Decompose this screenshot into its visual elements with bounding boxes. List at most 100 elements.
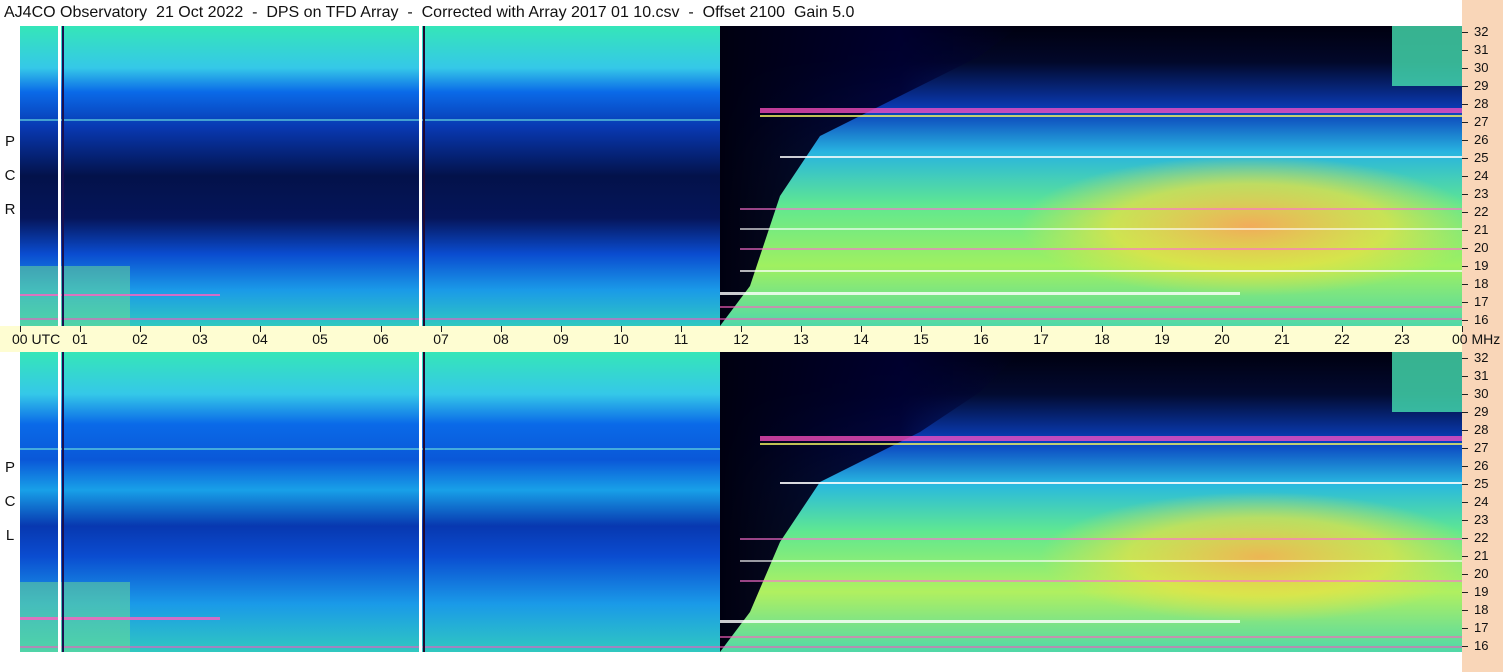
freq-tick-label: 31 <box>1474 42 1489 57</box>
time-tick-label: 17 <box>1033 331 1049 347</box>
time-tick-label: 10 <box>613 331 629 347</box>
time-tick <box>861 326 862 332</box>
pol-letter: L <box>5 527 15 544</box>
time-tick-label: 12 <box>733 331 749 347</box>
time-tick <box>681 326 682 332</box>
freq-tick <box>1462 430 1468 431</box>
time-tick <box>80 326 81 332</box>
pol-letter: R <box>4 201 16 218</box>
time-tick-label: 08 <box>493 331 509 347</box>
freq-tick-label: 30 <box>1474 60 1489 75</box>
freq-tick-label: 17 <box>1474 294 1489 309</box>
time-tick <box>981 326 982 332</box>
freq-tick-label: 24 <box>1474 168 1489 183</box>
freq-tick-label: 26 <box>1474 132 1489 147</box>
freq-tick <box>1462 266 1468 267</box>
freq-tick <box>1462 646 1468 647</box>
time-tick-label: 02 <box>132 331 148 347</box>
time-tick <box>20 326 21 332</box>
rcp-spectrogram <box>20 26 1462 326</box>
freq-tick <box>1462 122 1468 123</box>
bottom-margin <box>0 652 1462 672</box>
chart-title: AJ4CO Observatory 21 Oct 2022 - DPS on T… <box>0 0 1462 26</box>
time-tick-label: 20 <box>1214 331 1230 347</box>
freq-tick <box>1462 628 1468 629</box>
freq-tick <box>1462 610 1468 611</box>
freq-tick <box>1462 302 1468 303</box>
time-tick-label: 00 UTC <box>12 331 61 347</box>
frequency-axis-bottom: 32 31 30 29 28 27 26 25 24 23 22 21 20 19 18 17 16 <box>1462 351 1503 653</box>
time-tick <box>801 326 802 332</box>
pol-letter: P <box>4 133 15 150</box>
pol-letter: P <box>4 459 15 476</box>
pol-letter: C <box>4 167 16 184</box>
time-tick <box>1041 326 1042 332</box>
time-tick <box>381 326 382 332</box>
time-tick-label: 19 <box>1154 331 1170 347</box>
freq-tick <box>1462 520 1468 521</box>
time-tick-label: 22 <box>1334 331 1350 347</box>
lcp-label: P C L <box>0 352 20 652</box>
interference-lines <box>20 108 1462 320</box>
time-tick-label: 00 MHz <box>1452 331 1501 347</box>
freq-tick-label: 25 <box>1474 150 1489 165</box>
freq-tick-label: 22 <box>1474 204 1489 219</box>
freq-tick <box>1462 284 1468 285</box>
freq-tick-label: 23 <box>1474 186 1489 201</box>
time-tick <box>1462 326 1463 332</box>
time-tick <box>561 326 562 332</box>
freq-tick-label: 18 <box>1474 602 1489 617</box>
time-tick <box>1282 326 1283 332</box>
freq-tick-label: 23 <box>1474 512 1489 527</box>
freq-tick-label: 25 <box>1474 476 1489 491</box>
freq-tick <box>1462 376 1468 377</box>
rcp-label: P C R <box>0 26 20 326</box>
freq-tick-label: 31 <box>1474 368 1489 383</box>
time-tick-label: 06 <box>373 331 389 347</box>
freq-tick <box>1462 68 1468 69</box>
time-tick-label: 15 <box>913 331 929 347</box>
freq-tick <box>1462 176 1468 177</box>
time-tick <box>140 326 141 332</box>
freq-tick <box>1462 502 1468 503</box>
freq-tick <box>1462 50 1468 51</box>
freq-tick-label: 20 <box>1474 240 1489 255</box>
freq-tick <box>1462 158 1468 159</box>
freq-tick-label: 19 <box>1474 584 1489 599</box>
time-tick-label: 23 <box>1394 331 1410 347</box>
freq-tick-label: 20 <box>1474 566 1489 581</box>
time-axis: 00 UTC 01 02 03 04 05 06 07 08 09 10 11 12 13 14 15 16 17… <box>0 326 1500 352</box>
time-tick-label: 13 <box>793 331 809 347</box>
freq-tick-label: 30 <box>1474 386 1489 401</box>
time-tick-label: 01 <box>72 331 88 347</box>
freq-tick-label: 16 <box>1474 638 1489 653</box>
freq-tick-label: 22 <box>1474 530 1489 545</box>
freq-tick <box>1462 466 1468 467</box>
time-tick <box>1342 326 1343 332</box>
time-tick <box>1222 326 1223 332</box>
time-tick-label: 11 <box>673 331 689 347</box>
freq-tick-label: 29 <box>1474 78 1489 93</box>
time-tick-label: 14 <box>853 331 869 347</box>
time-tick <box>441 326 442 332</box>
freq-tick-label: 29 <box>1474 404 1489 419</box>
freq-tick <box>1462 556 1468 557</box>
time-tick <box>260 326 261 332</box>
time-tick-label: 09 <box>553 331 569 347</box>
freq-tick <box>1462 358 1468 359</box>
freq-tick <box>1462 212 1468 213</box>
freq-tick-label: 21 <box>1474 548 1489 563</box>
freq-tick-label: 24 <box>1474 494 1489 509</box>
freq-tick <box>1462 394 1468 395</box>
time-tick <box>501 326 502 332</box>
freq-tick-label: 32 <box>1474 24 1489 39</box>
freq-tick <box>1462 484 1468 485</box>
freq-tick <box>1462 86 1468 87</box>
freq-tick <box>1462 230 1468 231</box>
time-tick-label: 21 <box>1274 331 1290 347</box>
freq-tick <box>1462 194 1468 195</box>
freq-tick-label: 28 <box>1474 422 1489 437</box>
time-tick <box>1102 326 1103 332</box>
pol-letter: C <box>4 493 16 510</box>
freq-tick-label: 16 <box>1474 312 1489 327</box>
